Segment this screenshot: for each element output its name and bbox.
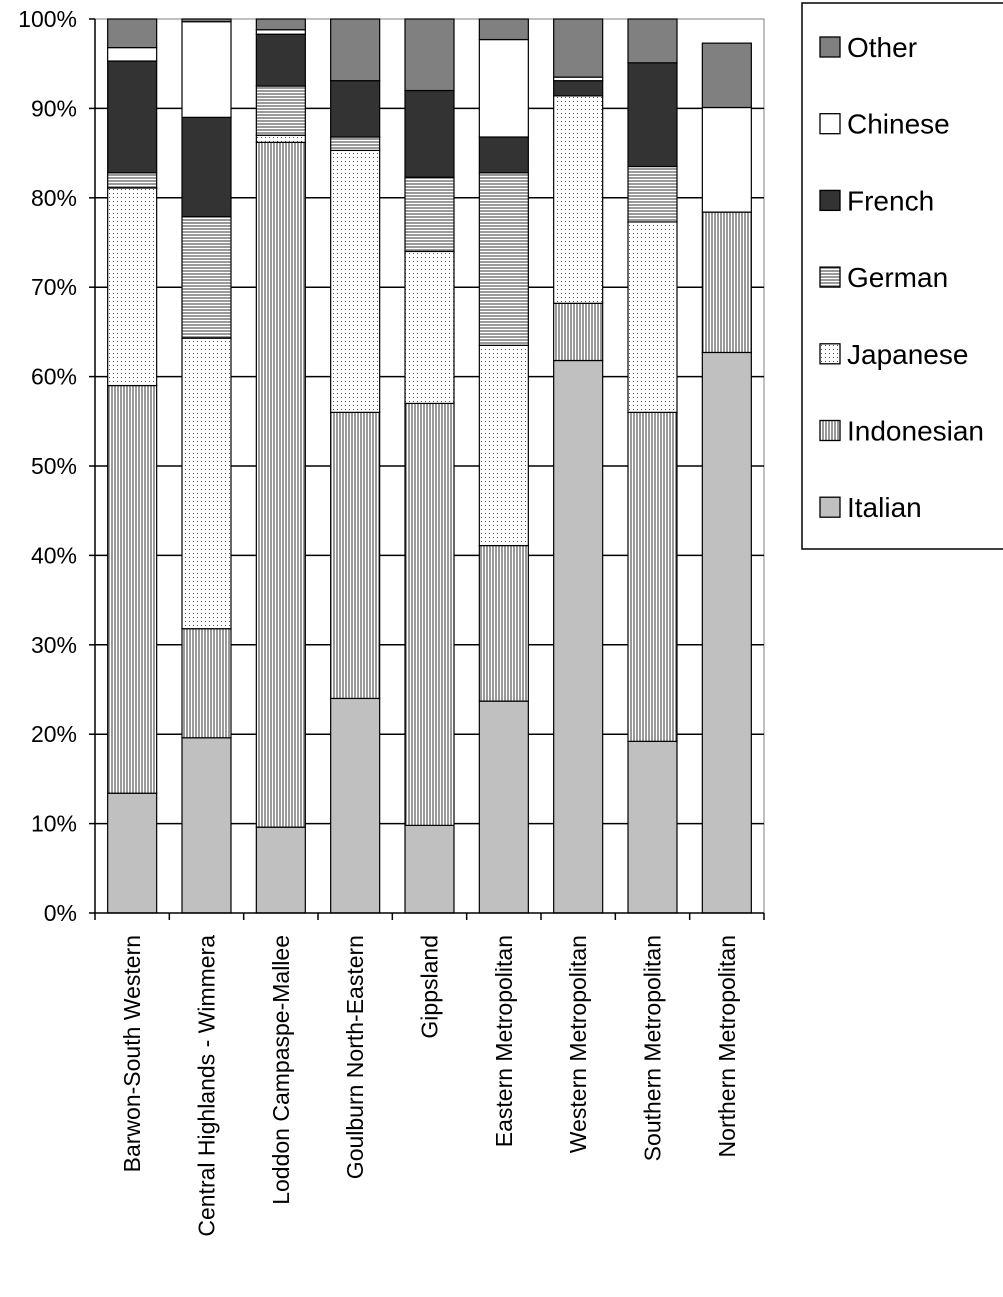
bar-segment-japanese: [181, 337, 232, 630]
legend-swatch-italian: [819, 496, 841, 518]
bar-segment-other: [181, 18, 232, 23]
legend-label-japanese: Japanese: [847, 339, 968, 370]
bar-segment-chinese: [107, 47, 158, 62]
bar-segment-indonesian: [478, 544, 529, 702]
legend-swatch-japanese: [819, 343, 841, 365]
x-category-label: Loddon Campaspe-Mallee: [268, 935, 294, 1205]
bar-segment-german: [478, 172, 529, 346]
y-tick-label: 10%: [31, 811, 77, 837]
bar-segment-indonesian: [107, 384, 158, 794]
bar-segment-german: [330, 136, 381, 152]
x-category-labels: Barwon-South Western Central Highlands - …: [119, 935, 740, 1237]
x-category-label: Western Metropolitan: [565, 935, 591, 1153]
bar-segment-french: [255, 33, 306, 87]
bar-segment-indonesian: [627, 411, 678, 742]
y-tick-label: 20%: [31, 721, 77, 747]
y-tick-labels: 0% 10% 20% 30% 40% 50% 60% 70% 80% 90% 100%: [18, 6, 77, 926]
bar-segment-indonesian: [701, 211, 752, 354]
bar-segment-french: [181, 116, 232, 218]
y-tick-label: 50%: [31, 453, 77, 479]
bar-segment-italian: [627, 740, 678, 914]
bar-segment-other: [553, 18, 604, 78]
bar-segment-other: [330, 18, 381, 82]
bar-segment-chinese: [181, 21, 232, 118]
bar-segment-other: [478, 18, 529, 41]
bar-segment-indonesian: [404, 402, 455, 826]
legend-label-other: Other: [847, 32, 917, 63]
legend-swatch-german: [819, 266, 841, 288]
y-tick-label: 90%: [31, 95, 77, 121]
bar-segment-japanese: [107, 187, 158, 387]
x-category-label: Goulburn North-Eastern: [342, 935, 368, 1179]
legend-swatch-indonesian: [819, 419, 841, 442]
bar-segment-italian: [107, 792, 158, 914]
bar-segment-french: [404, 89, 455, 178]
bar-segment-chinese: [478, 38, 529, 138]
bar-segment-japanese: [330, 149, 381, 413]
y-tick-label: 60%: [31, 364, 77, 390]
x-category-label: Gippsland: [417, 935, 443, 1039]
legend-swatch-french: [819, 189, 841, 212]
bar-segment-other: [404, 18, 455, 92]
bar-segment-italian: [553, 359, 604, 914]
bar-segment-german: [181, 215, 232, 339]
bar-segment-japanese: [627, 221, 678, 413]
legend: Other Chinese French German Japanese Indonesi…: [801, 2, 1003, 550]
y-tick-label: 40%: [31, 542, 77, 568]
bar-segment-japanese: [553, 95, 604, 304]
y-tick-label: 0%: [44, 900, 77, 926]
bar-segment-german: [627, 165, 678, 223]
bar-segment-other: [107, 18, 158, 49]
x-category-label: Barwon-South Western: [119, 935, 145, 1172]
bar-segment-japanese: [478, 344, 529, 547]
legend-label-italian: Italian: [847, 492, 922, 523]
bar-segment-chinese: [701, 106, 752, 213]
y-tick-label: 100%: [18, 6, 77, 32]
legend-swatch-chinese: [819, 113, 841, 135]
bar-segment-italian: [478, 700, 529, 914]
bar-segment-other: [255, 18, 306, 31]
bar-segment-italian: [181, 737, 232, 914]
bar-segment-german: [107, 172, 158, 189]
bar-segment-japanese: [404, 250, 455, 405]
legend-label-chinese: Chinese: [847, 109, 950, 140]
bar-segment-indonesian: [553, 302, 604, 362]
y-tick-label: 30%: [31, 632, 77, 658]
bar-segment-french: [553, 80, 604, 97]
x-category-label: Northern Metropolitan: [714, 935, 740, 1157]
legend-label-indonesian: Indonesian: [847, 416, 984, 447]
bar-segment-japanese: [255, 134, 306, 143]
bar-segment-indonesian: [255, 141, 306, 828]
y-tick-label: 80%: [31, 185, 77, 211]
bar-segment-other: [701, 42, 752, 109]
bar-segment-other: [627, 18, 678, 64]
bar-segment-italian: [701, 351, 752, 914]
y-tick-label: 70%: [31, 274, 77, 300]
legend-label-french: French: [847, 185, 934, 216]
bar-segment-indonesian: [330, 411, 381, 700]
bar-segment-german: [404, 176, 455, 253]
legend-label-german: German: [847, 262, 948, 293]
bar-segment-italian: [255, 826, 306, 914]
bar-segment-french: [107, 60, 158, 174]
bar-segment-french: [330, 80, 381, 138]
legend-swatch-other: [819, 36, 841, 58]
bar-segment-chinese: [255, 29, 306, 35]
bar-segment-indonesian: [181, 628, 232, 739]
bars: [107, 18, 752, 914]
bar-segment-french: [478, 136, 529, 174]
x-category-label: Southern Metropolitan: [640, 935, 666, 1161]
axes: [89, 18, 765, 920]
x-category-label: Central Highlands - Wimmera: [194, 935, 220, 1237]
bar-segment-french: [627, 62, 678, 168]
bar-segment-italian: [330, 697, 381, 914]
x-category-label: Eastern Metropolitan: [491, 935, 517, 1147]
bar-segment-german: [255, 85, 306, 136]
bar-segment-italian: [404, 824, 455, 914]
